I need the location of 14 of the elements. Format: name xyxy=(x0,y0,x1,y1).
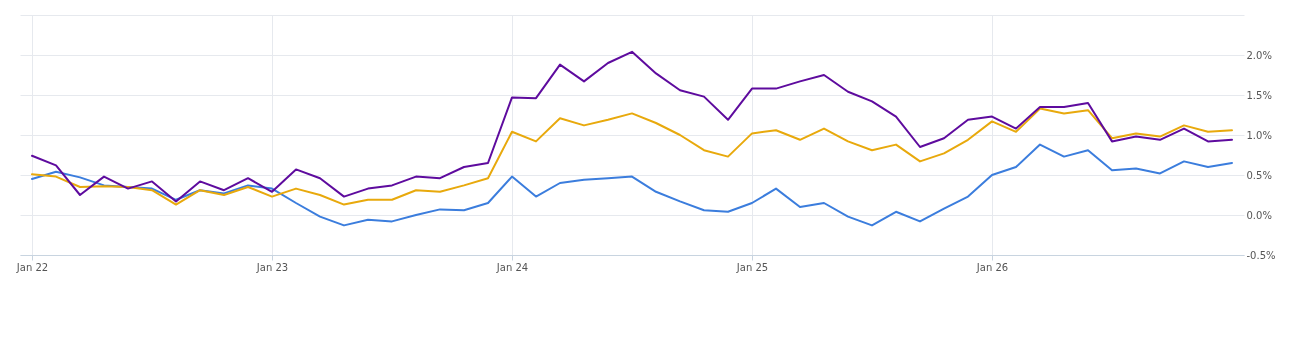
y-tick-label: 0.0% xyxy=(1246,209,1272,221)
line-series xyxy=(31,50,1233,203)
x-tick-label: Jan 23 xyxy=(255,261,289,273)
y-tick-label: 2.0% xyxy=(1246,49,1272,61)
x-tick-label: Jan 22 xyxy=(15,261,49,273)
x-tick-label: Jan 25 xyxy=(735,261,769,273)
y-tick-label: 0.5% xyxy=(1246,169,1272,181)
y-tick-label: 1.0% xyxy=(1246,129,1272,141)
line-series xyxy=(31,107,1233,206)
x-tick-label: Jan 24 xyxy=(495,261,529,273)
line-series xyxy=(31,143,1233,227)
y-tick-label: 1.5% xyxy=(1246,89,1272,101)
y-tick-label: -0.5% xyxy=(1246,249,1276,261)
x-tick-label: Jan 26 xyxy=(975,261,1009,273)
